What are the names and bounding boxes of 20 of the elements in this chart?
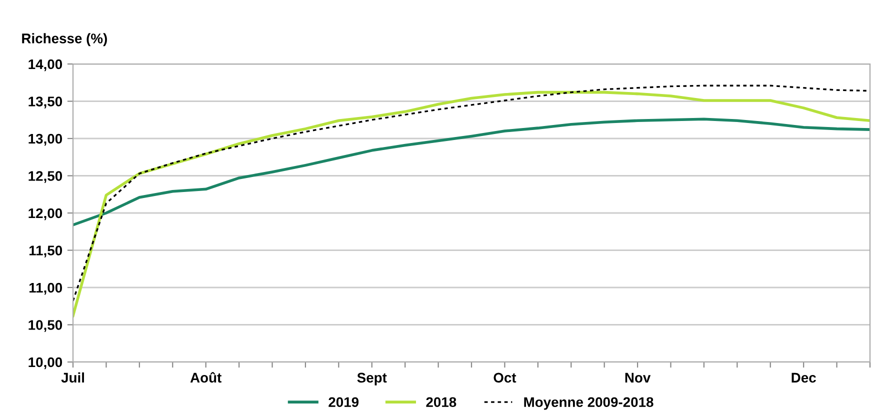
- legend-label: Moyenne 2009-2018: [524, 397, 654, 410]
- y-tick-label: 13,50: [28, 96, 62, 108]
- legend-label: 2019: [328, 397, 359, 408]
- x-tick-label: Sept: [357, 372, 387, 386]
- y-axis-title: Richesse (%): [22, 33, 107, 46]
- x-tick-label: Juil: [61, 372, 84, 383]
- y-tick-label: 11,00: [29, 282, 62, 295]
- line-series: [73, 118, 870, 226]
- y-tick-label: 13,00: [28, 134, 62, 146]
- y-tick-label: 11,50: [29, 246, 62, 258]
- y-tick-label: 12,50: [28, 171, 62, 183]
- y-tick-label: 10,50: [28, 320, 62, 332]
- x-tick-label: Nov: [625, 372, 651, 383]
- x-tick-label: Dec: [792, 372, 816, 383]
- x-tick-label: Oct: [494, 372, 516, 383]
- legend-label: 2018: [426, 397, 456, 408]
- y-tick-label: 14,00: [28, 59, 62, 72]
- y-tick-label: 10,00: [28, 357, 62, 370]
- x-tick-label: Août: [190, 372, 222, 383]
- y-tick-label: 12,00: [28, 208, 62, 220]
